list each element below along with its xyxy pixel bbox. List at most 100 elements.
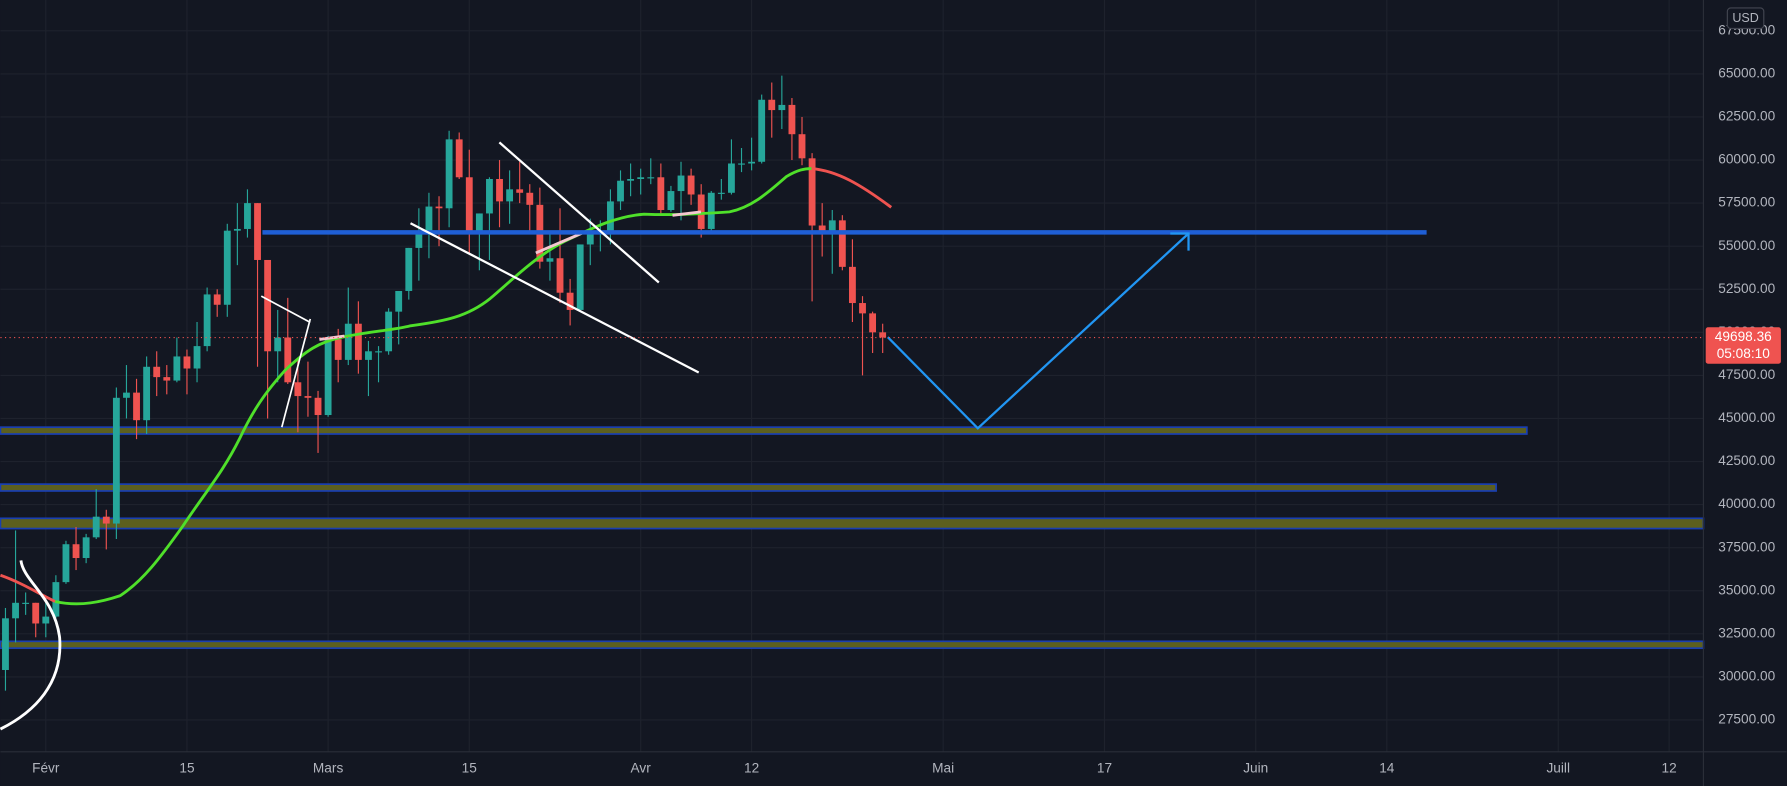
candle-body [778, 104, 786, 111]
candle-body [707, 192, 715, 229]
candle-body [254, 203, 261, 260]
y-tick-label: 60000.00 [1718, 152, 1775, 167]
moving-average [54, 167, 812, 606]
candle-body [213, 294, 221, 305]
candle-body [425, 206, 433, 231]
y-tick-label: 27500.00 [1718, 712, 1775, 727]
candles [2, 75, 887, 691]
candle-body [294, 382, 302, 397]
candle-body [838, 220, 846, 267]
candle-body [637, 177, 645, 179]
candle-body [415, 230, 423, 248]
candle-body [344, 323, 352, 360]
candle-body [586, 232, 594, 245]
x-tick-label: Juill [1546, 761, 1570, 776]
candle-body [133, 392, 140, 421]
candle-body [314, 397, 322, 416]
candle-body [183, 356, 191, 369]
candle-body [274, 337, 282, 352]
candle-body [768, 99, 776, 111]
candle-body [607, 201, 614, 233]
y-tick-label: 57500.00 [1718, 195, 1775, 210]
candle-body [203, 294, 211, 347]
y-tick-label: 32500.00 [1718, 625, 1775, 640]
y-tick-label: 45000.00 [1718, 410, 1775, 425]
candle-body [405, 247, 413, 291]
currency-box: USD [1726, 7, 1765, 30]
x-tick-label: 12 [744, 761, 759, 776]
projection-arrow [886, 232, 1190, 430]
candle-body [879, 332, 887, 338]
candle-body [798, 134, 806, 159]
x-tick-label: 15 [462, 761, 478, 776]
x-tick-label: 12 [1662, 761, 1677, 776]
countdown-label: 05:08:10 [1717, 346, 1771, 361]
support-zone [0, 517, 1705, 530]
candle-body [72, 544, 80, 559]
y-tick-label: 47500.00 [1718, 367, 1775, 382]
candle-body [869, 313, 877, 333]
candle-body [657, 177, 665, 211]
candle-body [163, 377, 171, 381]
hand-drawn-curve [0, 560, 62, 731]
x-tick-label: Mai [932, 761, 954, 776]
candle-body [92, 516, 100, 538]
candle-body [334, 339, 342, 360]
candle-body [173, 356, 181, 381]
candle-body [244, 203, 251, 229]
candle-body [435, 206, 443, 209]
grid [0, 0, 1704, 752]
candle-body [223, 230, 231, 305]
y-tick-label: 65000.00 [1718, 66, 1775, 81]
y-tick-label: 55000.00 [1718, 238, 1775, 253]
candle-body [153, 366, 161, 378]
candle-body [233, 228, 241, 231]
candle-body [677, 175, 685, 192]
candle-body [748, 161, 756, 164]
x-tick-label: Avr [631, 761, 652, 776]
y-tick-label: 42500.00 [1718, 453, 1775, 468]
candle-body [455, 139, 463, 178]
candle-body [576, 244, 584, 310]
candle-body [475, 213, 483, 235]
candle-body [42, 616, 50, 624]
candle-body [112, 397, 120, 524]
y-tick-label: 52500.00 [1718, 281, 1775, 296]
y-tick-label: 35000.00 [1718, 582, 1775, 597]
candle-body [284, 337, 292, 383]
last-price-tag [1705, 327, 1781, 364]
axes: 27500.00 30000.00 32500.00 35000.00 37500.00… [0, 22, 1781, 776]
candle-body [526, 192, 534, 205]
moving-average-highlight [319, 210, 702, 341]
y-tick-label: 40000.00 [1718, 496, 1775, 511]
candle-body [738, 163, 745, 165]
candle-body [445, 139, 453, 209]
candle-body [143, 366, 151, 421]
candle-body [395, 290, 403, 312]
candle-body [52, 582, 60, 617]
candle-body [264, 259, 272, 352]
candle-body [465, 177, 473, 235]
candle-body [365, 351, 372, 360]
candle-body [556, 258, 564, 293]
candle-body [617, 180, 624, 202]
candle-body [32, 602, 40, 624]
candle-body [324, 339, 332, 416]
candle-body [22, 602, 30, 604]
candle-body [859, 303, 866, 314]
candle-body [758, 99, 766, 162]
x-tick-label: 17 [1097, 761, 1112, 776]
candle-body [788, 104, 796, 135]
candle-body [82, 537, 90, 559]
candle-body [375, 351, 382, 353]
y-tick-label: 30000.00 [1718, 668, 1775, 683]
candle-body [717, 192, 725, 194]
candle-body [818, 225, 826, 235]
x-tick-label: 14 [1379, 761, 1395, 776]
candle-body [304, 396, 312, 398]
support-zone [0, 640, 1705, 650]
candle-body [486, 178, 493, 214]
candle-body [667, 191, 675, 211]
